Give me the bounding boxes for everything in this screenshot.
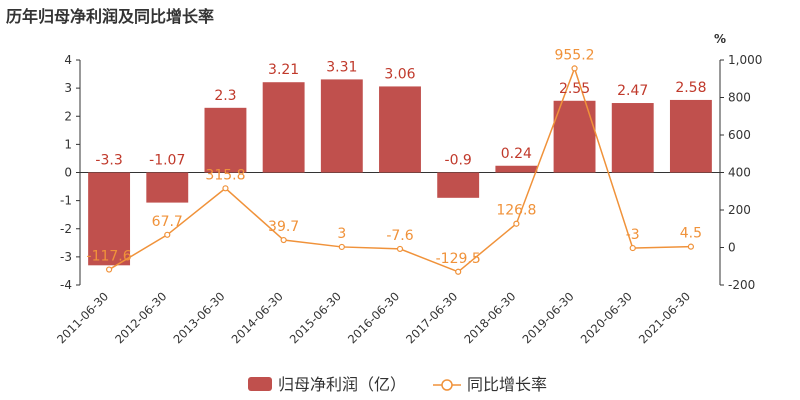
x-tick-label: 2017-06-30	[403, 289, 460, 346]
line-point	[455, 268, 462, 275]
legend-line-marker	[441, 379, 453, 391]
bar	[611, 103, 654, 173]
right-tick-label: 800	[728, 91, 751, 105]
bar-value-label: -0.9	[445, 153, 472, 169]
x-tick-label: 2019-06-30	[520, 289, 577, 346]
line-value-label: 39.7	[268, 219, 299, 235]
x-tick-label: 2016-06-30	[345, 289, 402, 346]
right-tick-label: 400	[728, 166, 751, 180]
right-tick-label: 200	[728, 203, 751, 217]
bar	[437, 172, 480, 198]
line-series	[105, 65, 695, 275]
line-point	[338, 243, 345, 251]
line-point	[222, 185, 229, 192]
left-tick-label: 2	[64, 109, 72, 123]
x-tick-label: 2018-06-30	[461, 289, 518, 346]
x-tick-label: 2013-06-30	[170, 289, 227, 346]
right-axis-unit: %	[714, 32, 726, 46]
line-point	[571, 65, 578, 72]
x-tick-label: 2014-06-30	[229, 289, 286, 346]
x-tick-label: 2012-06-30	[112, 289, 169, 346]
line-value-label: 3	[337, 226, 346, 242]
legend-line-label: 同比增长率	[467, 375, 547, 394]
line-value-label: 315.8	[205, 167, 245, 183]
x-tick-label: 2015-06-30	[287, 289, 344, 346]
line-point	[687, 243, 695, 250]
bar	[669, 99, 712, 173]
line-point	[164, 231, 171, 238]
line-point	[513, 220, 520, 227]
line-point	[629, 244, 636, 252]
right-tick-label: 0	[728, 241, 736, 255]
line-point	[280, 236, 287, 244]
line-value-label: -129.5	[436, 251, 481, 267]
bar-value-label: 2.55	[559, 81, 590, 97]
line-value-label: -117.6	[87, 249, 132, 265]
right-tick-label: 600	[728, 128, 751, 142]
line-value-label: 126.8	[496, 203, 536, 219]
left-tick-label: -2	[60, 222, 72, 236]
left-tick-label: -1	[60, 194, 72, 208]
bar-value-label: 2.58	[675, 80, 706, 96]
bar-value-label: 2.47	[617, 83, 648, 99]
bar-value-label: 3.21	[268, 62, 299, 78]
bar-value-label: -3.3	[95, 153, 122, 169]
line-value-label: -3	[626, 227, 640, 243]
chart-title: 历年归母净利润及同比增长率	[6, 7, 215, 26]
bar-value-label: -1.07	[149, 153, 185, 169]
line-value-label: 4.5	[680, 226, 702, 242]
x-tick-label: 2011-06-30	[54, 289, 111, 346]
x-tick-label: 2020-06-30	[578, 289, 635, 346]
bar-value-label: 2.3	[214, 88, 236, 104]
legend-bar-swatch	[248, 377, 272, 391]
right-tick-label: -200	[728, 278, 755, 292]
x-tick-label: 2021-06-30	[636, 289, 693, 346]
left-tick-label: -4	[60, 278, 72, 292]
line-point	[396, 245, 404, 253]
legend-bar-label: 归母净利润（亿）	[278, 375, 406, 394]
line-value-label: 955.2	[554, 47, 594, 63]
bar	[320, 79, 363, 173]
bar-series	[88, 79, 712, 266]
bar-value-label: 3.31	[326, 59, 357, 75]
data-labels: -3.3 -1.07 2.3 3.21 3.31 3.06 -0.9 0.24 2.55 2.47…	[87, 47, 707, 266]
bar	[495, 165, 538, 173]
bar-value-label: 3.06	[384, 66, 415, 82]
left-tick-label: 1	[64, 137, 72, 151]
left-tick-label: -3	[60, 250, 72, 264]
bar-value-label: 0.24	[501, 146, 532, 162]
bar	[146, 172, 189, 203]
right-tick-label: 1,000	[728, 53, 762, 67]
bar	[204, 107, 247, 173]
left-tick-label: 0	[64, 166, 72, 180]
left-tick-label: 3	[64, 81, 72, 95]
bar	[262, 82, 305, 173]
bar	[379, 86, 421, 173]
legend: 归母净利润（亿） 同比增长率	[248, 375, 547, 394]
bar	[88, 172, 131, 266]
line-point	[105, 266, 113, 273]
line-value-label: 67.7	[152, 214, 183, 230]
left-tick-label: 4	[64, 53, 72, 67]
line-value-label: -7.6	[386, 228, 413, 244]
